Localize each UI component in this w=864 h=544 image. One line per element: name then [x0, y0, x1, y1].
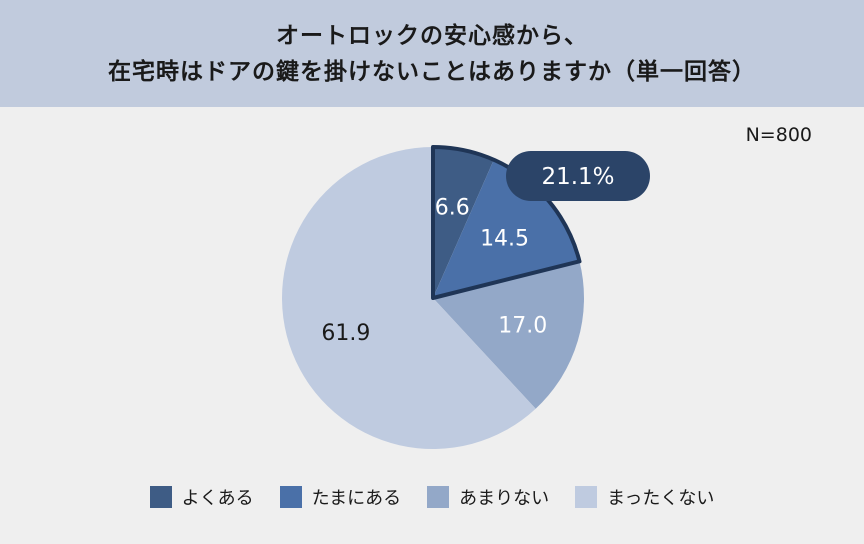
title-line-2: 在宅時はドアの鍵を掛けないことはありますか（単一回答） [108, 58, 756, 85]
pie-slice-label-1: 6.6 [435, 195, 470, 220]
legend-item-1: よくある [149, 484, 254, 510]
callout-badge [506, 151, 650, 201]
legend-swatch-2 [279, 486, 302, 508]
pie-slice-3 [433, 261, 585, 409]
pie-slice-2 [433, 159, 580, 298]
legend-item-4: まったくない [575, 484, 714, 510]
pie-slice-1 [433, 147, 494, 298]
pie-slice-label-2: 14.5 [480, 227, 529, 252]
legend-swatch-3 [427, 486, 450, 508]
callout: 21.1% [506, 151, 650, 201]
sample-size-label: N=800 [745, 124, 812, 146]
legend-swatch-1 [149, 486, 172, 508]
pie-slice-label-3: 17.0 [498, 314, 547, 339]
legend-item-2: たまにある [279, 484, 402, 510]
legend-item-3: あまりない [427, 484, 549, 510]
legend-swatch-4 [575, 486, 598, 508]
legend-label-4: まったくない [607, 488, 715, 509]
legend: よくある たまにある あまりない まったくない [0, 481, 864, 513]
pie-slice-label-4: 61.9 [321, 321, 370, 346]
legend-label-2: たまにある [311, 488, 402, 509]
chart-header: オートロックの安心感から、 在宅時はドアの鍵を掛けないことはありますか（単一回答… [0, 0, 864, 107]
legend-label-3: あまりない [459, 488, 550, 509]
legend-label-1: よくある [181, 488, 254, 509]
title-line-1: オートロックの安心感から、 [276, 22, 588, 49]
pie-slice-4 [282, 147, 536, 449]
callout-label: 21.1% [541, 164, 614, 190]
